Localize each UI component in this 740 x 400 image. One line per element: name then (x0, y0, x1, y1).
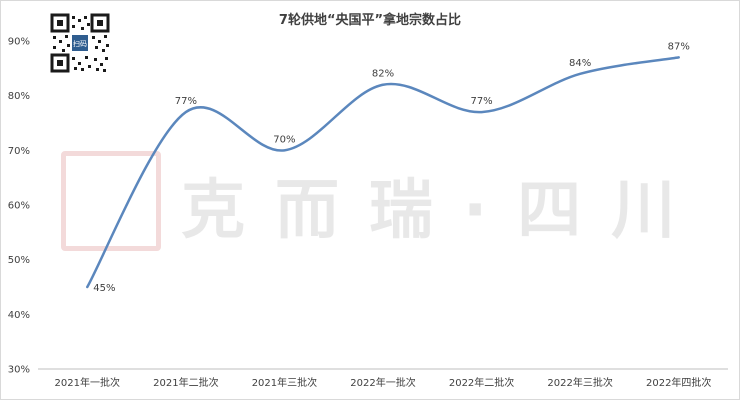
watermark-text: 克而瑞·四川 (181, 174, 706, 248)
y-tick-label: 30% (8, 365, 30, 376)
watermark: 克而瑞·四川 (61, 151, 701, 251)
data-points (87, 57, 679, 288)
data-label: 87% (668, 41, 690, 52)
data-label: 70% (273, 134, 295, 145)
data-label: 45% (93, 283, 115, 294)
x-tick-label: 2021年三批次 (252, 376, 317, 389)
x-tick-label: 2022年三批次 (547, 376, 612, 389)
qr-code-icon: 扫码 (50, 13, 110, 73)
y-tick-label: 40% (8, 310, 30, 321)
y-axis-ticks: 30% 40% 50% 60% 70% 80% 90% (8, 37, 30, 376)
chart-title: 7轮供地“央国平”拿地宗数占比 (278, 13, 462, 28)
data-label: 77% (470, 96, 492, 107)
x-tick-label: 2022年二批次 (449, 376, 514, 389)
y-tick-label: 90% (8, 37, 30, 48)
qr-center-label: 扫码 (73, 39, 87, 48)
y-tick-label: 50% (8, 255, 30, 266)
x-axis-ticks: 2021年一批次 2021年二批次 2021年三批次 2022年一批次 2022年二批次… (55, 376, 712, 389)
y-tick-label: 80% (8, 91, 30, 102)
y-tick-label: 60% (8, 201, 30, 212)
y-tick-label: 70% (8, 146, 30, 157)
data-label: 82% (372, 69, 394, 80)
x-tick-label: 2022年一批次 (350, 376, 415, 389)
x-tick-label: 2022年四批次 (646, 376, 711, 389)
data-label: 77% (175, 96, 197, 107)
series-line (86, 56, 680, 289)
x-tick-label: 2021年二批次 (153, 376, 218, 389)
x-tick-label: 2021年一批次 (55, 376, 120, 389)
data-labels: 45% 77% 70% 82% 77% 84% 87% (93, 41, 690, 294)
data-label: 84% (569, 58, 591, 69)
watermark-seal-logo (61, 151, 161, 251)
